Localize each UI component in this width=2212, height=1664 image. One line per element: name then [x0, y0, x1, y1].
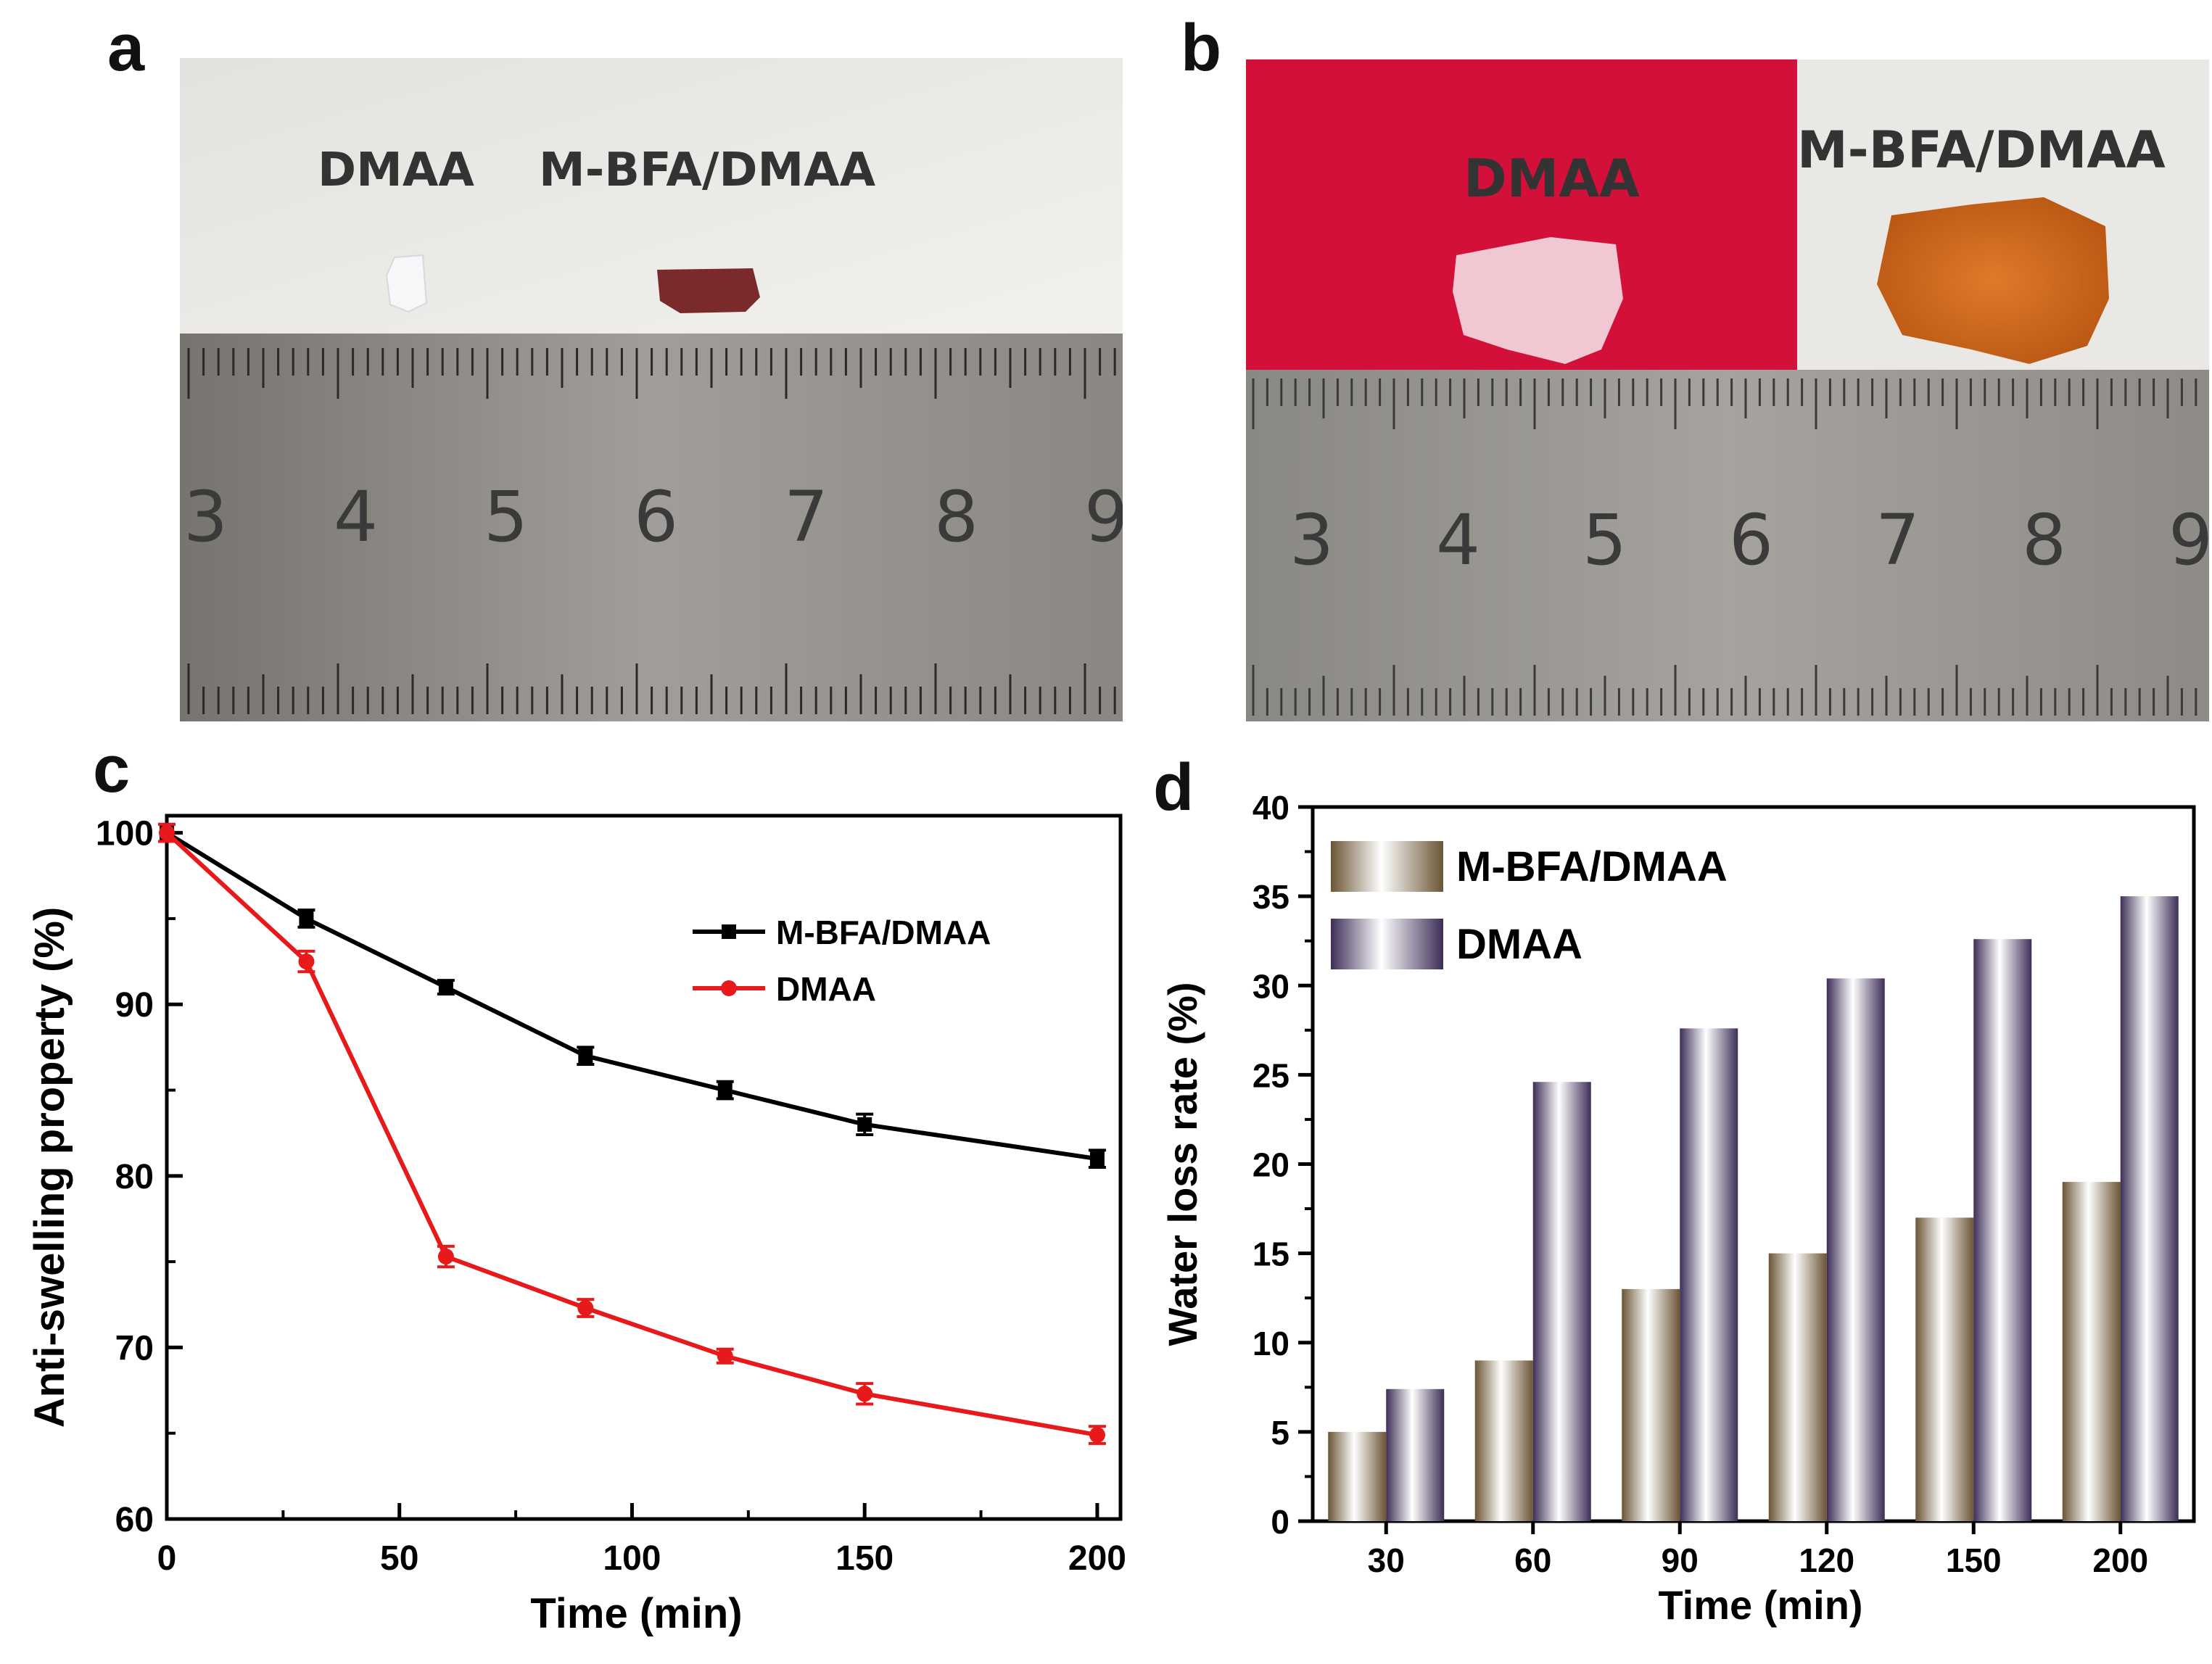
- chart-c-ytick-label: 80: [115, 1158, 154, 1196]
- chart-c-point: [437, 1249, 454, 1265]
- photo-a-graphic: [180, 58, 1123, 721]
- photo-a-ruler-number: 6: [634, 476, 679, 558]
- chart-c-point: [857, 1117, 872, 1132]
- photo-a-ruler-number: 3: [183, 476, 228, 558]
- chart-d-ylabel: Water loss rate (%): [1160, 982, 1205, 1346]
- chart-c-point: [578, 1048, 593, 1064]
- chart-c-legend-marker: [721, 980, 737, 996]
- chart-d-ytick-label: 20: [1252, 1146, 1289, 1184]
- chart-c-ylabel: Anti-swelling property (%): [26, 907, 73, 1428]
- chart-c-point: [299, 911, 314, 926]
- chart-c-point: [577, 1300, 594, 1316]
- chart-d-legend-swatch: [1331, 841, 1443, 892]
- photo-a-label-dmaa: DMAA: [318, 144, 474, 197]
- chart-c-ytick-label: 100: [96, 815, 154, 853]
- chart-c-legend-label: DMAA: [776, 970, 876, 1008]
- chart-d-bar: [1826, 978, 1885, 1521]
- chart-d-bar: [1328, 1431, 1387, 1521]
- chart-d-bar: [2120, 896, 2179, 1521]
- chart-c-xlabel: Time (min): [530, 1590, 742, 1637]
- chart-d-ytick-label: 40: [1252, 789, 1289, 827]
- chart-c-point: [438, 980, 453, 995]
- panel-letter-c: c: [93, 732, 131, 806]
- chart-d-legend-label: DMAA: [1456, 921, 1582, 968]
- photo-b-ruler-number: 9: [2168, 500, 2209, 581]
- chart-d-bar: [1768, 1253, 1827, 1521]
- chart-c-xtick-label: 0: [157, 1539, 177, 1578]
- chart-d-ytick-label: 15: [1252, 1235, 1289, 1273]
- photo-a-ruler-number: 5: [484, 476, 529, 558]
- chart-d-ytick-label: 10: [1252, 1325, 1289, 1362]
- photo-b-ruler-number: 4: [1436, 500, 1481, 581]
- photo-a-label-mbfa: M-BFA/DMAA: [539, 144, 876, 197]
- chart-c-point: [159, 824, 175, 841]
- chart-d-xlabel: Time (min): [1658, 1582, 1862, 1628]
- chart-c-xtick-label: 200: [1068, 1539, 1126, 1578]
- chart-c-point: [857, 1386, 873, 1402]
- chart-d-frame: [1311, 805, 2196, 1523]
- photo-a-ruler-number: 9: [1084, 476, 1123, 558]
- chart-c-ytick-label: 70: [115, 1329, 154, 1367]
- photo-a: DMAA M-BFA/DMAA 3 4 5 6 7 8 9: [180, 58, 1123, 721]
- chart-d-bar: [1474, 1360, 1533, 1521]
- chart-d-bar: [1915, 1217, 1974, 1521]
- chart-c-xtick-label: 50: [380, 1539, 418, 1578]
- chart-d-bar: [1973, 939, 2032, 1521]
- chart-d: 0 5 10 15 20 25 30 35 40 30 60 90 120 150 200 Time (min…: [1160, 789, 2196, 1628]
- photo-a-ruler-number: 7: [784, 476, 829, 558]
- chart-d-bar: [1680, 1028, 1738, 1521]
- chart-c-legend-label: M-BFA/DMAA: [776, 914, 991, 951]
- photo-b-label-mbfa: M-BFA/DMAA: [1797, 120, 2166, 180]
- photo-a-ruler-number: 8: [934, 476, 979, 558]
- chart-d-bar: [1532, 1082, 1591, 1521]
- chart-c-ytick-label: 90: [115, 986, 154, 1025]
- chart-d-bar: [1386, 1388, 1445, 1521]
- chart-c-point: [298, 953, 315, 970]
- photo-b-graphic: [1246, 59, 2209, 721]
- chart-d-legend-label: M-BFA/DMAA: [1456, 843, 1728, 890]
- chart-c-xtick-label: 100: [603, 1539, 661, 1578]
- photo-b-label-dmaa: DMAA: [1464, 148, 1640, 209]
- chart-d-legend-swatch: [1331, 919, 1443, 969]
- panel-letter-d: d: [1153, 750, 1194, 824]
- chart-d-xtick-label: 90: [1662, 1541, 1699, 1579]
- photo-b-ruler-number: 5: [1582, 500, 1627, 581]
- chart-c-ytick-label: 60: [115, 1501, 154, 1539]
- photo-b-ruler-number: 7: [1875, 500, 1920, 581]
- photo-b: DMAA M-BFA/DMAA 3 4 5 6 7 8 9: [1246, 59, 2209, 721]
- chart-d-ytick-label: 0: [1271, 1503, 1289, 1541]
- chart-d-ytick-label: 30: [1252, 967, 1289, 1005]
- chart-d-bar: [2062, 1182, 2121, 1521]
- chart-d-xtick-label: 60: [1514, 1541, 1551, 1579]
- panel-letter-b: b: [1181, 11, 1222, 85]
- photo-a-ruler-number: 4: [334, 476, 379, 558]
- chart-c-point: [1089, 1427, 1105, 1444]
- photo-b-ruler-number: 6: [1729, 500, 1774, 581]
- chart-d-xtick-label: 120: [1799, 1541, 1854, 1579]
- chart-c-point: [1089, 1151, 1105, 1167]
- chart-d-xtick-label: 30: [1368, 1541, 1405, 1579]
- chart-c-series-line: [165, 831, 1098, 1162]
- photo-b-ruler-number: 8: [2022, 500, 2067, 581]
- chart-d-ytick-label: 35: [1252, 878, 1289, 916]
- photo-b-ruler-number: 3: [1289, 500, 1334, 581]
- panel-letter-a: a: [107, 11, 145, 85]
- chart-c-point: [717, 1083, 732, 1098]
- chart-c-xtick-label: 150: [835, 1539, 894, 1578]
- chart-c-point: [717, 1348, 733, 1365]
- chart-d-xtick-label: 200: [2092, 1541, 2148, 1579]
- chart-d-ytick-label: 5: [1271, 1414, 1289, 1452]
- chart-c: 0 50 100 150 200 60 70 80 90 100 Time (min) Anti-sw…: [26, 814, 1126, 1637]
- chart-c-legend-marker: [722, 924, 736, 939]
- chart-d-bar: [1622, 1288, 1680, 1521]
- chart-c-frame: [165, 814, 1123, 1521]
- chart-d-ytick-label: 25: [1252, 1056, 1289, 1094]
- chart-d-xtick-label: 150: [1946, 1541, 2002, 1579]
